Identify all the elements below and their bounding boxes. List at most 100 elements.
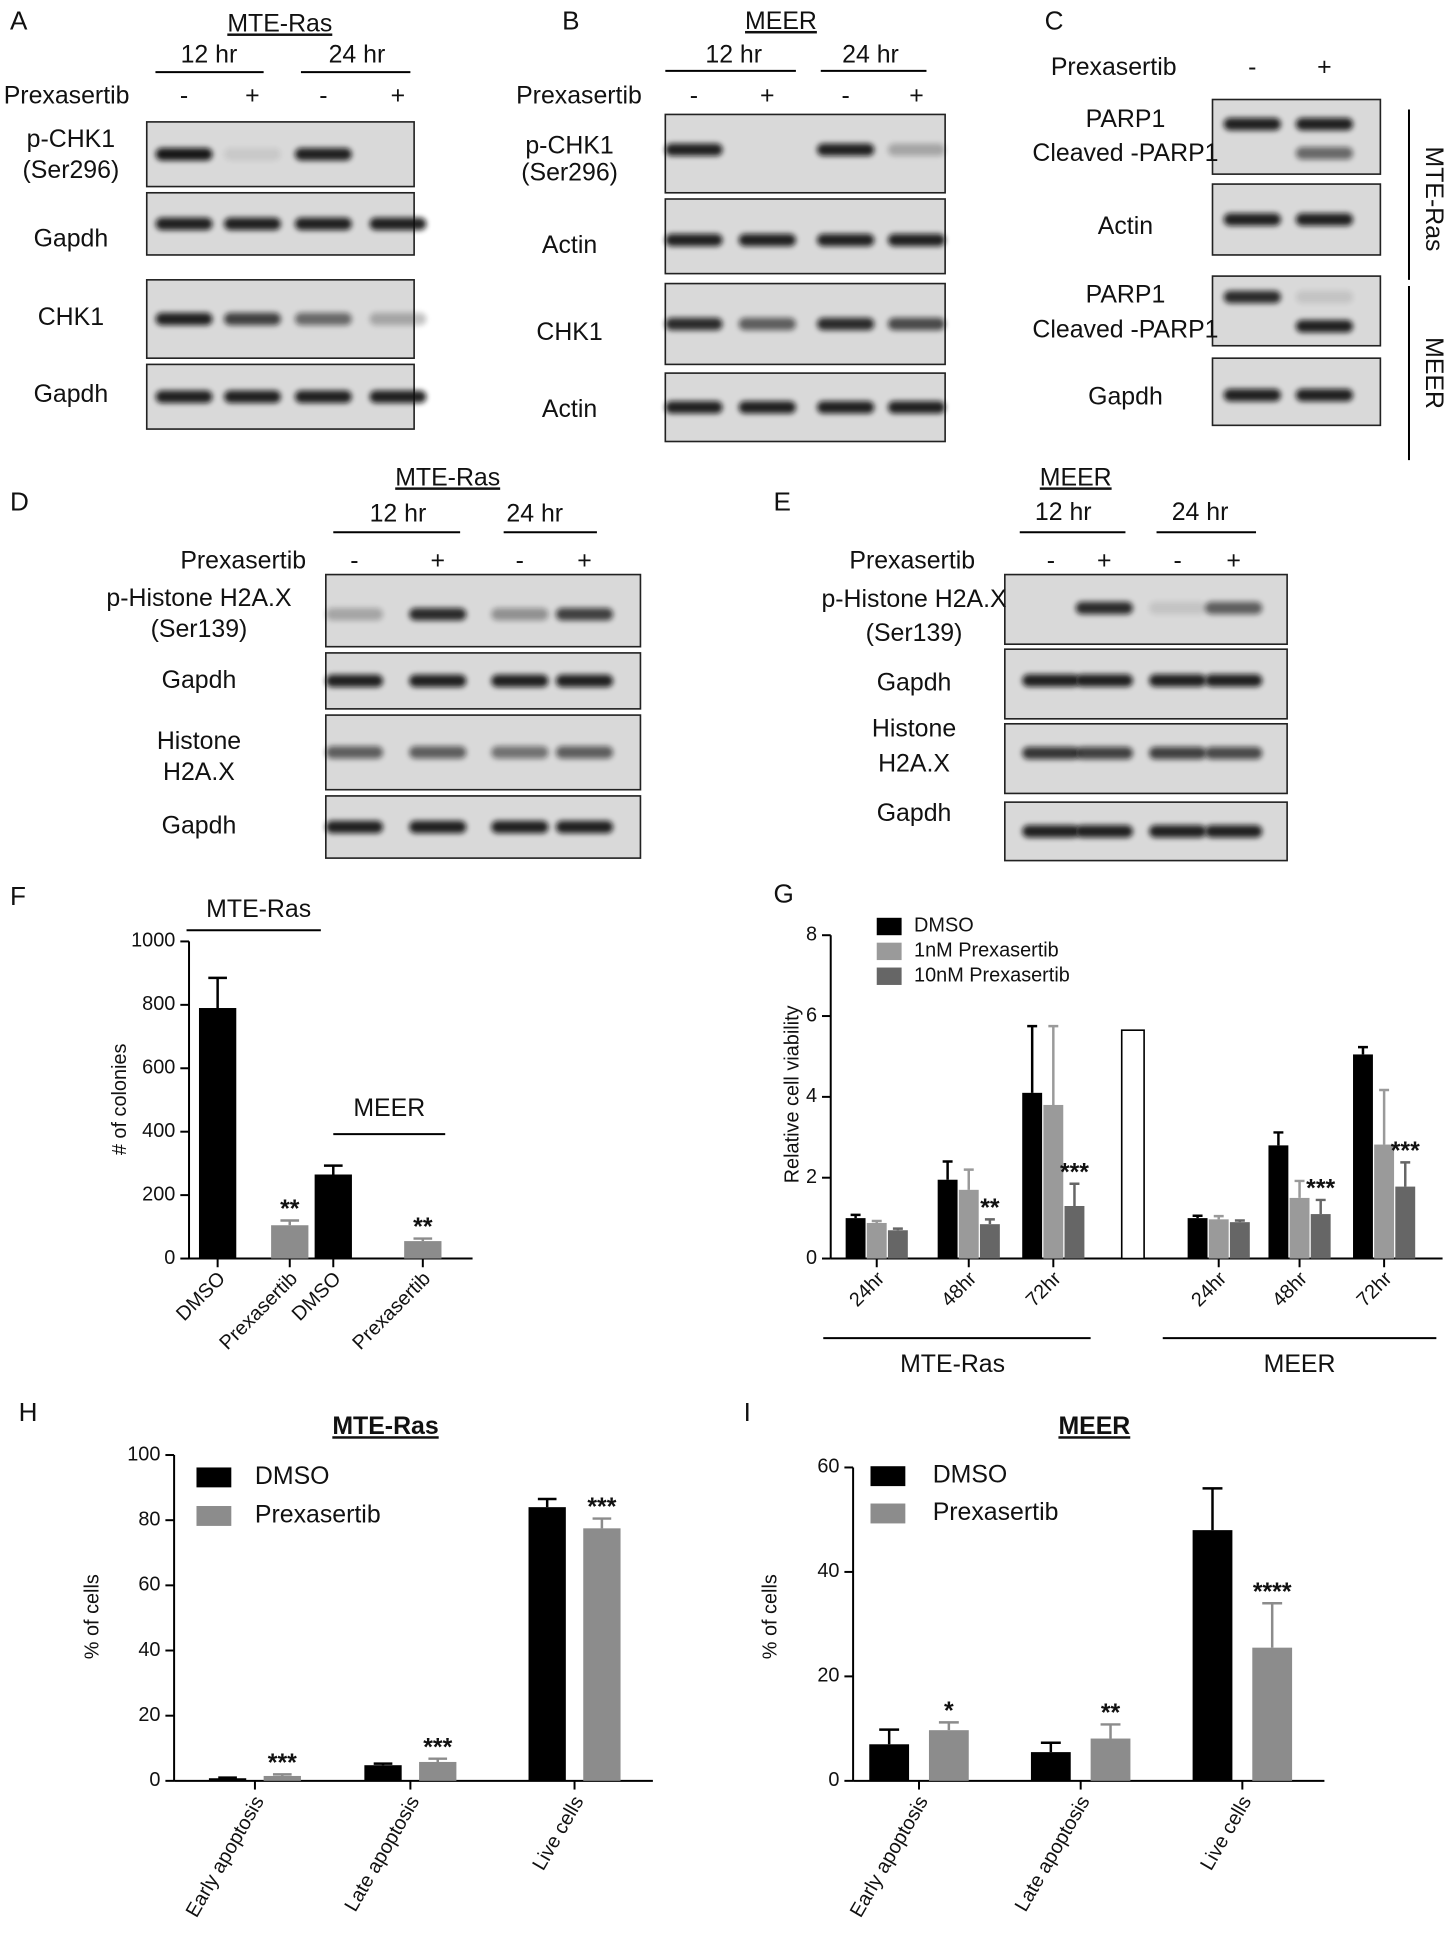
row-label: Gapdh bbox=[877, 799, 952, 827]
panel-letter: H bbox=[19, 1397, 38, 1427]
blot-band bbox=[1149, 825, 1207, 838]
legend-swatch bbox=[876, 967, 902, 985]
bar bbox=[887, 1230, 908, 1259]
error-bar bbox=[537, 1497, 557, 1508]
y-tick-label: 0 bbox=[806, 1247, 817, 1269]
y-tick-label: 100 bbox=[127, 1443, 160, 1465]
y-axis-label: % of cells bbox=[82, 1574, 104, 1659]
legend-swatch bbox=[870, 1466, 906, 1487]
treatment-sign: + bbox=[909, 82, 924, 110]
row-label: p-Histone H2A.X bbox=[821, 585, 1007, 613]
row-label: Gapdh bbox=[34, 380, 109, 408]
blot-band bbox=[887, 233, 946, 247]
treatment-sign: + bbox=[430, 547, 445, 575]
significance: *** bbox=[1391, 1137, 1420, 1165]
bar bbox=[1064, 1205, 1085, 1259]
bar bbox=[869, 1744, 910, 1781]
side-label: MEER bbox=[1420, 337, 1448, 409]
x-tick-label: Early apoptosis bbox=[846, 1792, 933, 1921]
blot-band bbox=[1223, 290, 1281, 304]
x-tick-label: Early apoptosis bbox=[182, 1792, 269, 1921]
blot-band bbox=[409, 820, 467, 834]
blot-band bbox=[738, 317, 796, 331]
time-label: 24 hr bbox=[329, 41, 386, 69]
error-bar bbox=[1048, 1024, 1059, 1105]
bar bbox=[1208, 1219, 1229, 1259]
error-bar bbox=[208, 976, 227, 1009]
bar bbox=[1120, 1029, 1145, 1260]
treatment-sign: - bbox=[1248, 53, 1256, 81]
blot-band bbox=[665, 143, 723, 156]
blot-band bbox=[817, 143, 875, 156]
time-label: 24 hr bbox=[1172, 498, 1229, 526]
legend-swatch bbox=[876, 942, 902, 961]
treatment-label: Prexasertib bbox=[180, 547, 306, 575]
blot-band bbox=[224, 217, 281, 231]
blot-band bbox=[155, 148, 213, 161]
blot-band bbox=[369, 312, 427, 326]
time-label: 12 hr bbox=[181, 41, 238, 69]
bar bbox=[979, 1224, 1000, 1259]
significance: ** bbox=[1101, 1699, 1121, 1727]
error-bar bbox=[1358, 1045, 1368, 1055]
y-axis-label: % of cells bbox=[759, 1574, 781, 1659]
blot-band bbox=[1223, 213, 1281, 226]
error-bar bbox=[1262, 1602, 1283, 1648]
error-bar bbox=[1213, 1214, 1224, 1220]
blot-band bbox=[294, 148, 352, 161]
y-tick-label: 0 bbox=[828, 1769, 839, 1791]
blot-band bbox=[887, 317, 946, 331]
bar bbox=[1252, 1647, 1293, 1781]
blot-band bbox=[1205, 674, 1263, 687]
panel-letter: D bbox=[10, 487, 29, 517]
error-bar bbox=[373, 1762, 393, 1766]
panel-letter: A bbox=[10, 5, 28, 35]
legend-swatch bbox=[870, 1503, 906, 1524]
treatment-sign: - bbox=[516, 547, 524, 575]
legend-label: DMSO bbox=[255, 1462, 330, 1490]
group-label: MTE-Ras bbox=[900, 1350, 1005, 1378]
y-tick-label: 0 bbox=[149, 1769, 160, 1791]
treatment-sign: - bbox=[319, 82, 327, 110]
row-label: Gapdh bbox=[877, 669, 952, 697]
blot-band bbox=[369, 217, 427, 231]
blot-band bbox=[1075, 674, 1133, 687]
blot-band bbox=[1022, 825, 1080, 838]
blot-band bbox=[1075, 825, 1133, 838]
bar bbox=[271, 1225, 309, 1259]
bar bbox=[1395, 1186, 1416, 1259]
blot-band bbox=[1223, 388, 1281, 402]
x-tick-label: Live cells bbox=[528, 1792, 588, 1874]
bar bbox=[1090, 1738, 1131, 1781]
blot-band bbox=[409, 746, 467, 759]
row-label: Gapdh bbox=[34, 225, 109, 253]
error-bar bbox=[1040, 1741, 1061, 1753]
cell-line-header: MEER bbox=[745, 7, 817, 35]
row-label: Cleaved -PARP1 bbox=[1032, 315, 1218, 343]
y-tick-label: 8 bbox=[806, 923, 817, 945]
bar bbox=[1268, 1145, 1289, 1259]
blot-band bbox=[555, 820, 614, 834]
row-label: p-CHK1 bbox=[525, 131, 613, 159]
error-bar bbox=[879, 1728, 900, 1745]
y-tick-label: 6 bbox=[806, 1004, 817, 1026]
legend-swatch bbox=[876, 917, 902, 936]
treatment-sign: + bbox=[1317, 53, 1332, 81]
blot-band bbox=[1295, 290, 1354, 304]
row-label: p-Histone H2A.X bbox=[106, 584, 292, 612]
blot-band bbox=[369, 390, 427, 403]
error-bar bbox=[850, 1213, 861, 1219]
row-label: Gapdh bbox=[162, 666, 237, 694]
row-label: PARP1 bbox=[1086, 281, 1166, 309]
treatment-sign: + bbox=[245, 82, 260, 110]
y-tick-label: 2 bbox=[806, 1166, 817, 1188]
legend-label: DMSO bbox=[933, 1461, 1008, 1489]
panel-letter: E bbox=[774, 487, 791, 517]
y-tick-label: 60 bbox=[138, 1574, 160, 1596]
error-bar bbox=[942, 1160, 953, 1180]
group-label: MEER bbox=[1264, 1350, 1336, 1378]
bar bbox=[866, 1222, 887, 1259]
time-label: 12 hr bbox=[1035, 498, 1092, 526]
row-label: p-CHK1 bbox=[27, 125, 115, 153]
